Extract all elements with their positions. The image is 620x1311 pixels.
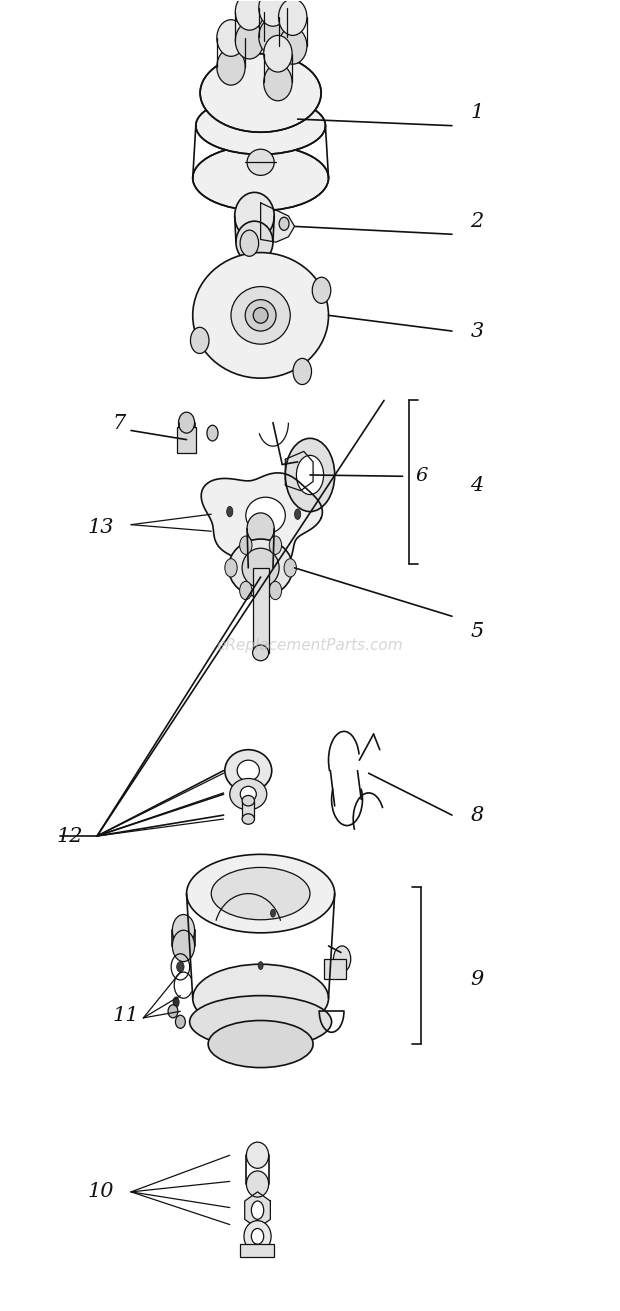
- Ellipse shape: [245, 300, 276, 332]
- Text: 3: 3: [471, 321, 484, 341]
- Text: 10: 10: [88, 1183, 114, 1201]
- Ellipse shape: [193, 253, 329, 378]
- Text: 8: 8: [471, 805, 484, 825]
- Ellipse shape: [196, 97, 326, 155]
- Text: 1: 1: [471, 104, 484, 122]
- Ellipse shape: [236, 0, 264, 30]
- Ellipse shape: [240, 536, 252, 555]
- Ellipse shape: [179, 412, 195, 433]
- Ellipse shape: [264, 35, 292, 72]
- Ellipse shape: [207, 425, 218, 440]
- Ellipse shape: [231, 287, 290, 345]
- Ellipse shape: [251, 1201, 264, 1219]
- Bar: [252, 568, 268, 653]
- Ellipse shape: [230, 779, 267, 810]
- Ellipse shape: [168, 1004, 178, 1017]
- Ellipse shape: [246, 1171, 268, 1197]
- Ellipse shape: [217, 20, 245, 56]
- Text: 4: 4: [471, 476, 484, 496]
- Ellipse shape: [259, 0, 287, 26]
- Ellipse shape: [244, 1221, 271, 1252]
- Ellipse shape: [208, 1020, 313, 1067]
- Ellipse shape: [240, 231, 259, 256]
- Ellipse shape: [225, 558, 237, 577]
- Text: 13: 13: [88, 518, 114, 536]
- Ellipse shape: [211, 868, 310, 920]
- Ellipse shape: [294, 509, 301, 519]
- Ellipse shape: [253, 308, 268, 324]
- Ellipse shape: [217, 49, 245, 85]
- Ellipse shape: [284, 558, 296, 577]
- Ellipse shape: [258, 962, 263, 969]
- Ellipse shape: [227, 506, 233, 517]
- Polygon shape: [285, 451, 313, 490]
- Ellipse shape: [264, 64, 292, 101]
- Ellipse shape: [246, 497, 285, 534]
- Ellipse shape: [247, 149, 274, 176]
- Ellipse shape: [237, 760, 259, 781]
- Ellipse shape: [247, 513, 274, 544]
- Ellipse shape: [246, 1142, 268, 1168]
- Bar: [242, 801, 254, 819]
- Text: 9: 9: [471, 970, 484, 990]
- Ellipse shape: [200, 54, 321, 132]
- Ellipse shape: [177, 962, 184, 971]
- Text: 5: 5: [471, 623, 484, 641]
- Ellipse shape: [278, 28, 307, 64]
- Ellipse shape: [296, 455, 324, 494]
- Ellipse shape: [187, 855, 335, 933]
- Ellipse shape: [190, 328, 209, 354]
- Bar: [241, 1244, 274, 1257]
- Ellipse shape: [172, 931, 195, 962]
- Ellipse shape: [285, 438, 335, 511]
- Ellipse shape: [279, 218, 289, 231]
- Ellipse shape: [172, 915, 195, 947]
- Ellipse shape: [242, 796, 254, 806]
- Text: 2: 2: [471, 211, 484, 231]
- Ellipse shape: [259, 18, 287, 55]
- Ellipse shape: [251, 1228, 264, 1244]
- Bar: [324, 960, 346, 978]
- Ellipse shape: [236, 222, 273, 264]
- Ellipse shape: [334, 947, 351, 971]
- Ellipse shape: [175, 1015, 185, 1028]
- Ellipse shape: [236, 22, 264, 59]
- Ellipse shape: [229, 539, 293, 597]
- Ellipse shape: [240, 581, 252, 599]
- Text: 12: 12: [57, 826, 84, 846]
- Ellipse shape: [250, 524, 260, 538]
- Ellipse shape: [278, 0, 307, 35]
- Ellipse shape: [269, 581, 281, 599]
- Ellipse shape: [312, 277, 331, 303]
- Polygon shape: [260, 203, 294, 243]
- Ellipse shape: [242, 548, 279, 587]
- Ellipse shape: [242, 814, 254, 825]
- Ellipse shape: [193, 146, 329, 211]
- Ellipse shape: [293, 358, 311, 384]
- Text: 7: 7: [112, 414, 126, 434]
- Polygon shape: [245, 1192, 270, 1228]
- Ellipse shape: [225, 750, 272, 792]
- Ellipse shape: [193, 964, 329, 1032]
- Polygon shape: [202, 473, 322, 573]
- Bar: [177, 426, 196, 452]
- Ellipse shape: [190, 995, 332, 1047]
- Text: 6: 6: [415, 467, 427, 485]
- Text: eReplacementParts.com: eReplacementParts.com: [216, 637, 404, 653]
- Ellipse shape: [252, 645, 268, 661]
- Ellipse shape: [270, 910, 275, 918]
- Ellipse shape: [173, 996, 179, 1007]
- Ellipse shape: [241, 787, 256, 802]
- Text: 11: 11: [112, 1006, 139, 1025]
- Ellipse shape: [269, 536, 281, 555]
- Ellipse shape: [235, 193, 274, 240]
